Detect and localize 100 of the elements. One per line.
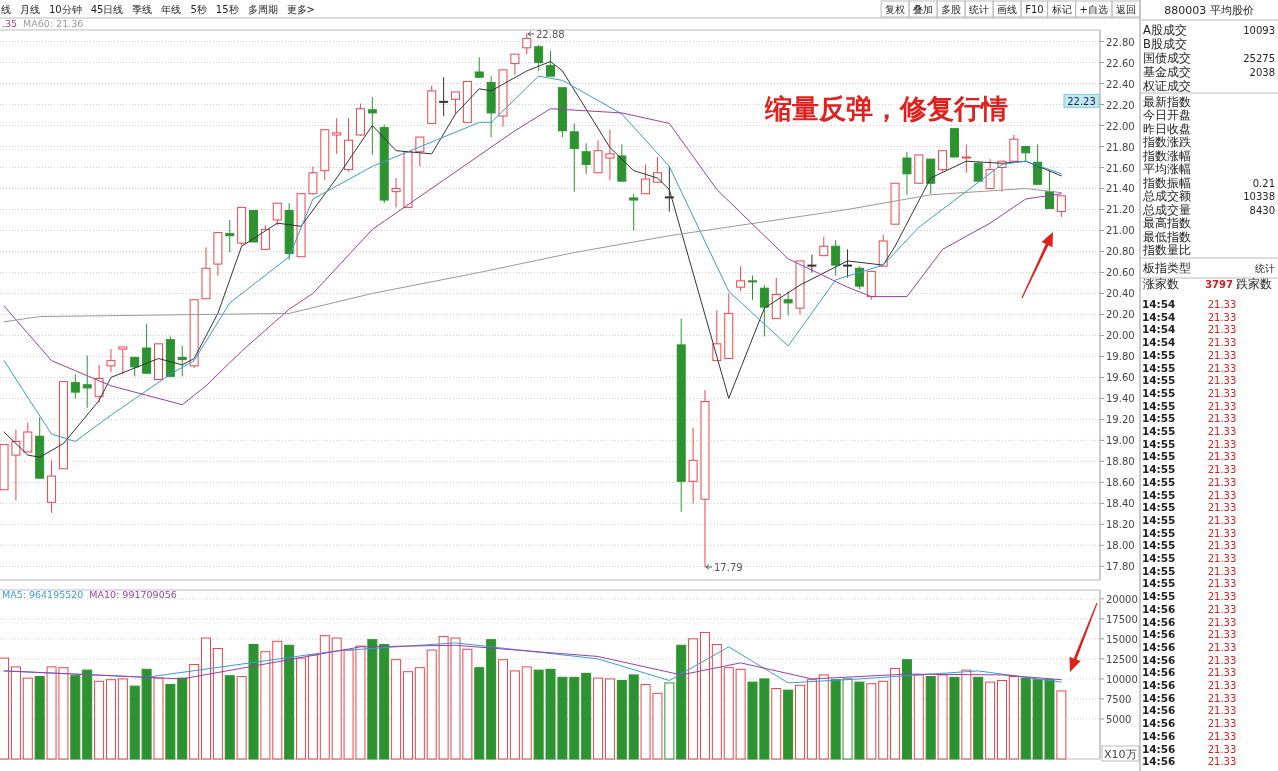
- category-label: 5秒: [190, 4, 207, 15]
- text: 21.33: [1207, 565, 1237, 577]
- bar: [581, 672, 592, 760]
- category-label: 45日线: [90, 4, 124, 15]
- bar: [414, 667, 425, 760]
- category-label: 14:56: [1142, 704, 1176, 717]
- bar: [806, 679, 817, 760]
- candlestick: [641, 163, 651, 195]
- annotation: 缩量反弹，修复行情: [764, 93, 1008, 124]
- bar: [70, 675, 81, 760]
- text: 0.21: [1252, 177, 1275, 189]
- bar: [391, 659, 402, 760]
- text: 21.33: [1207, 426, 1237, 437]
- candlestick: [70, 373, 80, 399]
- text: 21.33: [1207, 375, 1237, 387]
- category-label: 14:55: [1142, 463, 1176, 476]
- category-label: A股成交: [1143, 23, 1187, 37]
- text: 21.33: [1207, 680, 1237, 691]
- y-tick-label: 15000: [1106, 633, 1138, 645]
- category-label: 14:55: [1142, 374, 1176, 387]
- category-label: 14:56: [1142, 666, 1176, 679]
- y-tick-label: 20.80: [1106, 246, 1135, 258]
- text: 21.33: [1207, 337, 1237, 349]
- y-tick-label: 20000: [1106, 593, 1138, 605]
- y-tick-label: 18.60: [1106, 477, 1135, 489]
- category-label: 14:54: [1142, 323, 1176, 336]
- bar: [949, 676, 960, 760]
- bar: [402, 671, 413, 760]
- bar: [699, 631, 710, 760]
- text: 21.33: [1207, 743, 1237, 755]
- bar: [818, 674, 829, 760]
- bar: [925, 676, 936, 760]
- text: 多股: [941, 4, 962, 15]
- y-tick-label: 21.80: [1106, 141, 1135, 153]
- y-tick-label: 20.20: [1106, 309, 1135, 321]
- y-tick-label: 21.00: [1106, 225, 1135, 237]
- category-label: 基金成交: [1143, 65, 1191, 79]
- bar: [105, 679, 116, 760]
- category-label: 14:55: [1142, 348, 1176, 361]
- bar: [486, 639, 497, 760]
- bar: [616, 680, 627, 760]
- text: 21.33: [1207, 438, 1237, 450]
- bar: [189, 663, 200, 760]
- text: 复权: [885, 4, 906, 15]
- category-label: 总成交量: [1142, 202, 1191, 217]
- text: 21.33: [1207, 540, 1237, 552]
- category-label: 最高指数: [1143, 216, 1191, 231]
- category-label: 指数涨跌: [1142, 135, 1191, 150]
- category-label: 14:55: [1142, 590, 1176, 603]
- bar: [474, 667, 485, 760]
- category-label: 14:55: [1142, 488, 1176, 501]
- category-label: 年线: [161, 4, 182, 15]
- text: 21.33: [1207, 692, 1237, 704]
- category-label: 14:55: [1142, 526, 1176, 539]
- candlestick: [177, 345, 187, 377]
- text: 21.33: [1207, 616, 1237, 628]
- category-label: 平均涨幅: [1143, 162, 1191, 177]
- candlestick: [415, 136, 425, 167]
- text: 21.33: [1207, 629, 1237, 641]
- text: 21.33: [1207, 603, 1237, 615]
- text: 21.33: [1207, 654, 1237, 666]
- category-label: 14:56: [1142, 691, 1176, 704]
- y-tick-label: 22.20: [1106, 99, 1135, 111]
- candlestick: [629, 193, 639, 231]
- candlestick: [106, 348, 116, 373]
- category-label: 14:55: [1142, 475, 1176, 488]
- y-tick-label: 21.60: [1106, 162, 1135, 174]
- candlestick: [605, 129, 615, 181]
- bar: [1056, 690, 1067, 760]
- candlestick: [985, 158, 995, 189]
- category-label: 14:55: [1142, 539, 1176, 552]
- category-label: 季线: [132, 4, 153, 15]
- bar: [248, 643, 259, 760]
- candlestick: [308, 165, 318, 196]
- category-label: 14:55: [1142, 450, 1176, 463]
- candlestick: [807, 254, 817, 273]
- category-label: 14:55: [1142, 552, 1176, 564]
- candlestick: [94, 364, 104, 404]
- candlestick: [23, 422, 33, 453]
- bar: [117, 678, 128, 760]
- y-tick-label: 5000: [1106, 713, 1132, 725]
- category-label: B股成交: [1143, 37, 1187, 51]
- y-tick-label: 17.80: [1106, 561, 1135, 573]
- bar: [509, 670, 520, 760]
- category-label: 14:56: [1142, 729, 1176, 742]
- bar: [153, 677, 164, 760]
- category-label: 14:55: [1142, 564, 1176, 577]
- bar: [296, 657, 307, 760]
- candlestick: [593, 139, 603, 174]
- text: F10: [1025, 4, 1044, 15]
- text: 880003 平均股价: [1164, 4, 1254, 17]
- bar: [628, 674, 639, 760]
- bar: [890, 667, 901, 760]
- text: +自选: [1079, 4, 1108, 15]
- category-label: 14:55: [1142, 361, 1176, 374]
- category-label: 权证成交: [1142, 79, 1191, 93]
- line-series: [3, 187, 1062, 323]
- category-label: 最新指数: [1143, 95, 1191, 109]
- candlestick: [391, 177, 401, 208]
- text: 统计: [1255, 263, 1275, 274]
